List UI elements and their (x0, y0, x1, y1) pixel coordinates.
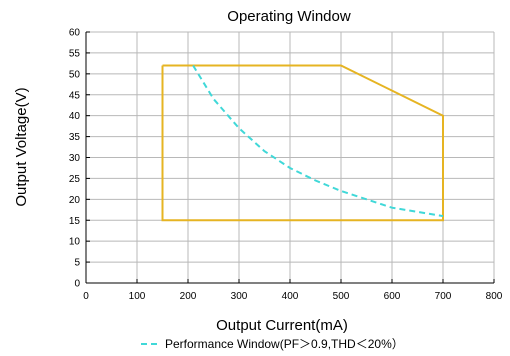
y-tick-label-2: 10 (69, 237, 81, 248)
x-tick-label-1: 100 (129, 291, 146, 302)
x-tick-label-4: 400 (282, 291, 299, 302)
y-tick-label-6: 30 (69, 153, 81, 164)
x-tick-label-2: 200 (180, 291, 197, 302)
series-line-1 (192, 64, 444, 218)
y-tick-label-9: 45 (69, 90, 81, 101)
series-layer (161, 64, 444, 222)
y-tick-label-11: 55 (69, 48, 81, 59)
x-tick-label-8: 800 (486, 291, 503, 302)
x-tick-label-0: 0 (83, 291, 89, 302)
y-axis-label: Output Voltage(V) (13, 87, 30, 206)
legend: Performance Window(PF＞0.9,THD＜20%） (141, 337, 404, 351)
y-tick-label-4: 20 (69, 195, 81, 206)
grid-lines (85, 31, 495, 284)
y-tick-label-12: 60 (69, 28, 81, 39)
y-tick-label-7: 35 (69, 132, 81, 143)
tick-labels: 0 100 200 300 400 500 600 700 800 0 5 10 15 20 25 30 35 4… (69, 28, 503, 303)
y-tick-label-8: 40 (69, 111, 81, 122)
y-tick-label-3: 15 (69, 216, 81, 227)
axes (85, 31, 495, 284)
y-tick-label-0: 0 (74, 279, 80, 290)
y-tick-label-5: 25 (69, 174, 81, 185)
series-line-0 (161, 64, 444, 222)
y-tick-label-10: 50 (69, 69, 81, 80)
y-tick-label-1: 5 (74, 258, 80, 269)
chart-title: Operating Window (227, 8, 351, 25)
x-tick-label-6: 600 (384, 291, 401, 302)
x-tick-label-5: 500 (333, 291, 350, 302)
x-axis-label: Output Current(mA) (216, 317, 348, 334)
legend-entry-0: Performance Window(PF＞0.9,THD＜20%） (165, 337, 404, 351)
x-tick-label-7: 700 (435, 291, 452, 302)
x-tick-label-3: 300 (231, 291, 248, 302)
